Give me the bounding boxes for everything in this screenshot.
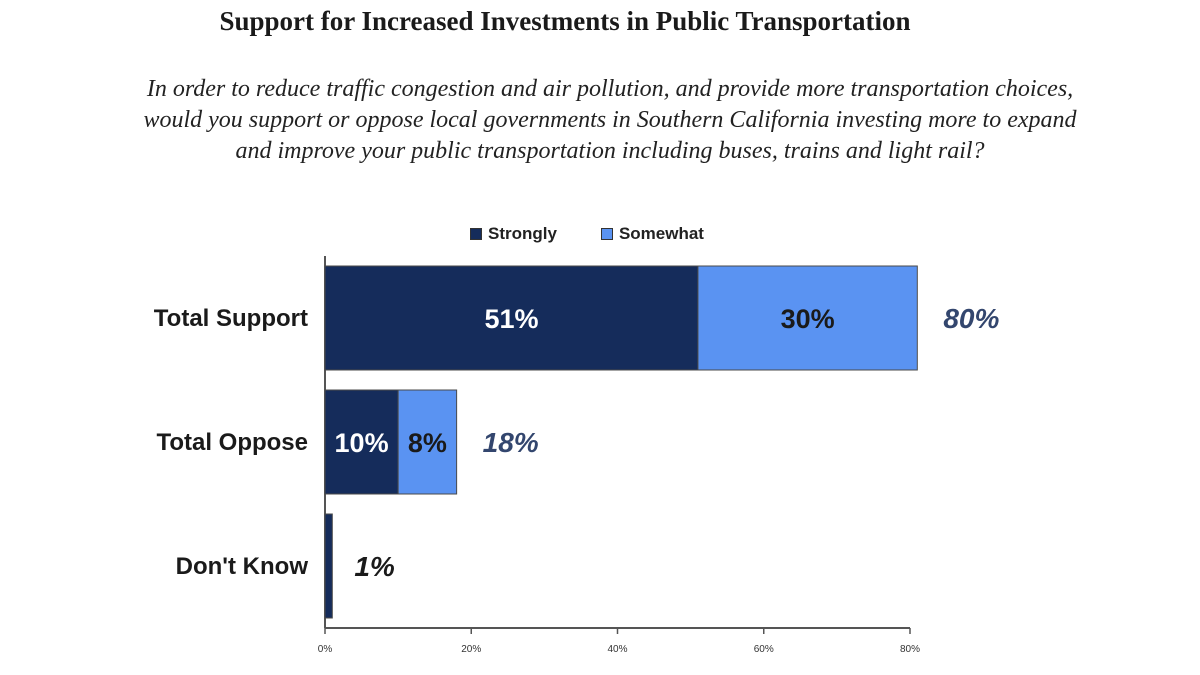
total-value-label: 80% (943, 303, 999, 334)
bar-segment-strongly (324, 389, 399, 495)
x-tick-label: 60% (754, 644, 774, 655)
bar-value-label: 51% (484, 304, 538, 334)
x-tick-label: 40% (607, 644, 627, 655)
bar-value-label: 8% (408, 428, 447, 458)
bar-value-label: 30% (781, 304, 835, 334)
legend-item-strongly: Strongly (470, 224, 557, 244)
legend-label: Strongly (488, 224, 557, 243)
total-value-label: 1% (354, 551, 395, 582)
bar-value-label: 10% (335, 428, 389, 458)
bar-segment-strongly (324, 513, 333, 619)
chart-title: Support for Increased Investments in Pub… (219, 6, 911, 36)
x-tick-label: 20% (461, 644, 481, 655)
subtitle-line: In order to reduce traffic congestion an… (146, 76, 1074, 102)
category-label: Don't Know (176, 553, 309, 580)
legend-swatch (470, 228, 482, 240)
x-tick-label: 80% (900, 644, 920, 655)
legend-label: Somewhat (618, 224, 704, 243)
subtitle-line: would you support or oppose local govern… (143, 107, 1077, 133)
chart-subtitle: In order to reduce traffic congestion an… (40, 74, 1180, 167)
legend-item-somewhat: Somewhat (600, 224, 704, 244)
total-value-label: 18% (483, 427, 539, 458)
category-label: Total Oppose (156, 429, 308, 456)
x-tick-label: 0% (318, 644, 333, 655)
bar-segment-somewhat (397, 389, 458, 495)
bar-segment-strongly (324, 265, 699, 371)
chart-legend: Strongly Somewhat (470, 222, 748, 246)
category-label: Total Support (154, 305, 308, 332)
legend-swatch (600, 228, 613, 240)
subtitle-line: and improve your public transportation i… (235, 138, 985, 164)
bar-segment-somewhat (697, 265, 918, 371)
